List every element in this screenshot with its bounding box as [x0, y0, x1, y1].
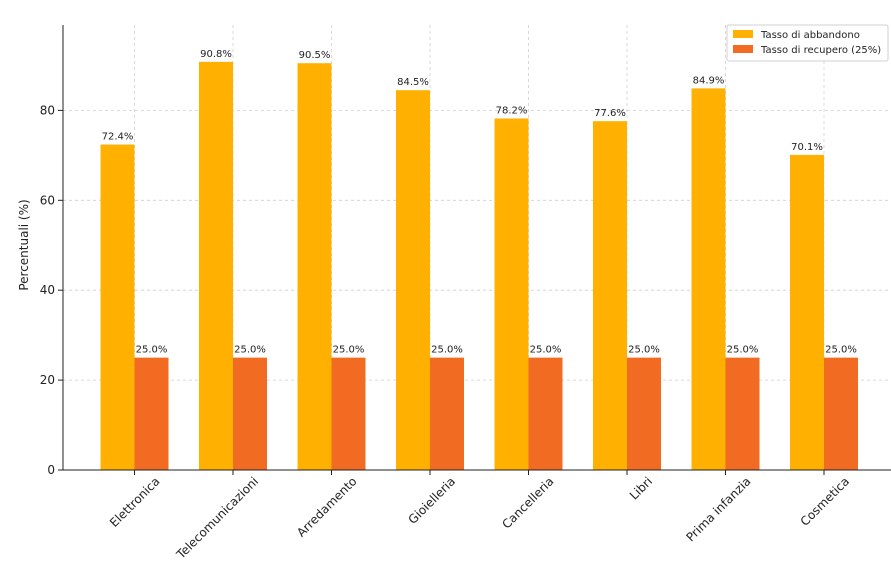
bar [396, 90, 430, 471]
data-label: 25.0% [333, 345, 365, 356]
data-label: 90.5% [299, 50, 331, 61]
bar [824, 357, 858, 470]
bar [494, 118, 529, 471]
x-tick-label: Libri [627, 474, 655, 502]
x-tick-label: Elettronica [107, 474, 163, 530]
bar [233, 357, 267, 470]
legend-swatch [733, 45, 753, 53]
data-label: 25.0% [530, 345, 562, 356]
bar [691, 88, 726, 470]
bar [790, 154, 824, 470]
data-label: 70.1% [791, 142, 823, 153]
bars-layer [100, 61, 858, 471]
x-tick-label: Arredamento [294, 474, 360, 540]
data-label: 84.5% [397, 77, 429, 88]
data-label: 90.8% [200, 49, 232, 60]
bar [199, 61, 233, 471]
data-label: 25.0% [431, 345, 463, 356]
x-tick-label: Gioielleria [406, 474, 459, 527]
y-tick-label: 40 [40, 283, 55, 297]
data-label: 72.4% [102, 132, 134, 143]
axes-layer [58, 25, 891, 475]
bar [331, 357, 366, 470]
bar [593, 121, 627, 470]
x-tick-label: Cosmetica [798, 474, 852, 528]
legend-label: Tasso di abbandono [760, 30, 860, 41]
data-label: 25.0% [727, 345, 759, 356]
bar [430, 357, 464, 470]
grid-layer [63, 25, 891, 470]
y-tick-label: 80 [40, 103, 55, 117]
bar [725, 357, 760, 470]
data-label: 84.9% [693, 75, 725, 86]
y-tick-label: 60 [40, 193, 55, 207]
data-label: 77.6% [594, 108, 626, 119]
legend-label: Tasso di recupero (25%) [760, 45, 881, 56]
bar [100, 144, 135, 470]
labels-layer: 0 20 40 60 80 Elettronica Telecomunicazioni Arr… [40, 49, 857, 562]
bar [528, 357, 563, 470]
y-tick-label: 20 [40, 373, 55, 387]
data-label: 78.2% [496, 105, 528, 116]
data-label: 25.0% [628, 345, 660, 356]
x-tick-label: Prima infanzia [683, 474, 753, 544]
legend: Tasso di abbandono Tasso di recupero (25%… [726, 24, 889, 62]
legend-frame [726, 24, 889, 62]
x-tick-label: Telecomunicazioni [173, 474, 261, 562]
bar [134, 357, 169, 470]
y-tick-label: 0 [47, 463, 55, 477]
legend-swatch [733, 30, 753, 38]
bar [297, 63, 332, 471]
data-label: 25.0% [136, 345, 168, 356]
data-label: 25.0% [234, 345, 266, 356]
bar [627, 357, 661, 470]
y-axis-label: Percentuali (%) [17, 199, 31, 290]
data-label: 25.0% [825, 345, 857, 356]
x-tick-label: Cancelleria [499, 474, 556, 531]
